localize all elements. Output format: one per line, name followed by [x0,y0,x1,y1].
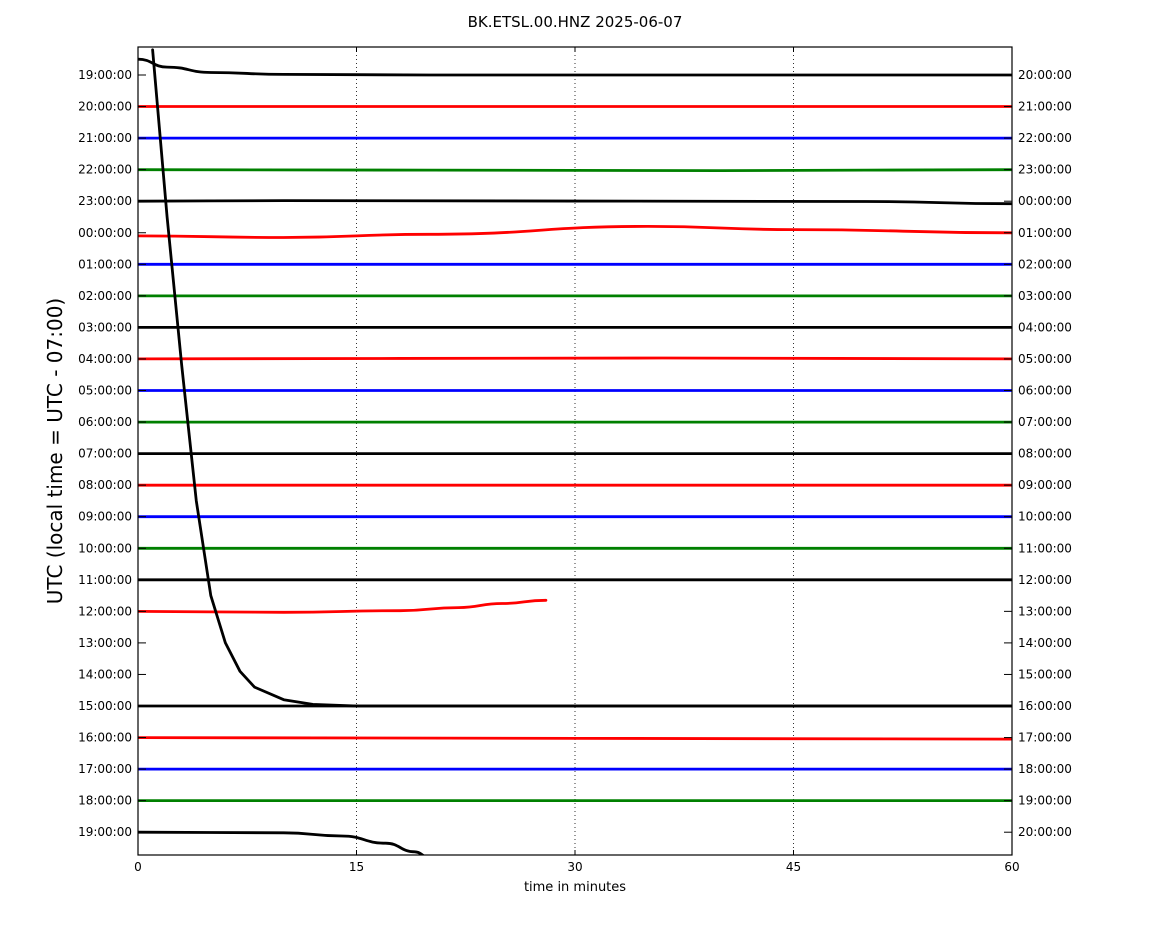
trace-line [138,57,1012,77]
left-tick-label: 17:00:00 [78,762,132,776]
right-tick-label: 19:00:00 [1018,794,1072,808]
left-tick-label: 23:00:00 [78,194,132,208]
left-tick-label: 00:00:00 [78,226,132,240]
trace-line [138,356,1012,361]
left-tick-label: 08:00:00 [78,478,132,492]
left-tick-label: 15:00:00 [78,699,132,713]
left-tick-label: 19:00:00 [78,825,132,839]
right-tick-label: 11:00:00 [1018,541,1072,555]
right-tick-label: 13:00:00 [1018,604,1072,618]
trace-line [138,168,1012,172]
left-tick-label: 20:00:00 [78,100,132,114]
right-tick-label: 01:00:00 [1018,226,1072,240]
right-tick-label: 06:00:00 [1018,384,1072,398]
trace-line [138,225,1012,239]
left-tick-label: 05:00:00 [78,384,132,398]
right-tick-label: 17:00:00 [1018,731,1072,745]
right-tick-label: 07:00:00 [1018,415,1072,429]
left-tick-label: 03:00:00 [78,320,132,334]
left-tick-label: 11:00:00 [78,573,132,587]
left-tick-label: 06:00:00 [78,415,132,429]
right-tick-label: 16:00:00 [1018,699,1072,713]
left-tick-label: 04:00:00 [78,352,132,366]
left-tick-label: 09:00:00 [78,510,132,524]
x-tick-label: 0 [134,860,142,874]
x-tick-label: 15 [349,860,364,874]
trace-line [138,736,1012,741]
right-tick-label: 05:00:00 [1018,352,1072,366]
axis-ticks [137,47,1013,855]
right-tick-label: 10:00:00 [1018,510,1072,524]
left-tick-label: 01:00:00 [78,257,132,271]
right-tick-label: 14:00:00 [1018,636,1072,650]
left-tick-label: 12:00:00 [78,604,132,618]
right-tick-label: 03:00:00 [1018,289,1072,303]
x-axis-title: time in minutes [524,880,626,895]
right-tick-label: 20:00:00 [1018,68,1072,82]
right-tick-label: 00:00:00 [1018,194,1072,208]
trace-line [138,598,548,614]
trace-line [138,830,426,855]
y-axis-title: UTC (local time = UTC - 07:00) [43,298,67,604]
grid-lines [356,47,794,855]
right-tick-label: 09:00:00 [1018,478,1072,492]
left-tick-label: 13:00:00 [78,636,132,650]
right-tick-label: 04:00:00 [1018,320,1072,334]
traces [138,48,1012,855]
right-tick-label: 20:00:00 [1018,825,1072,839]
tick-labels: 0 15 30 45 60 19:00:00 20:00:00 21:00:00 22:00:0… [78,68,1072,874]
left-tick-label: 16:00:00 [78,731,132,745]
trace-line [138,199,1012,206]
left-tick-label: 10:00:00 [78,541,132,555]
right-tick-label: 23:00:00 [1018,163,1072,177]
left-tick-label: 22:00:00 [78,163,132,177]
right-tick-label: 18:00:00 [1018,762,1072,776]
left-tick-label: 07:00:00 [78,447,132,461]
right-tick-label: 21:00:00 [1018,100,1072,114]
drift-trace-line [151,48,1012,708]
right-tick-label: 12:00:00 [1018,573,1072,587]
left-tick-label: 19:00:00 [78,68,132,82]
left-tick-label: 18:00:00 [78,794,132,808]
left-tick-label: 14:00:00 [78,667,132,681]
right-tick-label: 08:00:00 [1018,447,1072,461]
left-tick-label: 21:00:00 [78,131,132,145]
chart-title: BK.ETSL.00.HNZ 2025-06-07 [468,13,683,31]
x-tick-label: 45 [786,860,801,874]
x-tick-label: 60 [1004,860,1019,874]
right-tick-label: 15:00:00 [1018,667,1072,681]
left-tick-label: 02:00:00 [78,289,132,303]
x-tick-label: 30 [567,860,582,874]
right-tick-label: 02:00:00 [1018,257,1072,271]
right-tick-label: 22:00:00 [1018,131,1072,145]
